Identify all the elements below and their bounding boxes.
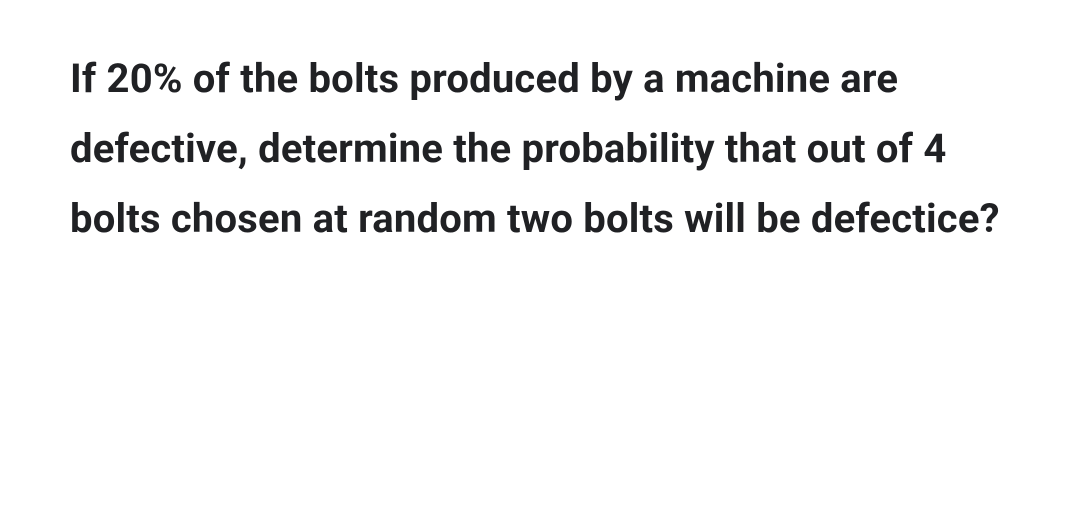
question-text: If 20% of the bolts produced by a machin… [70,44,1010,254]
